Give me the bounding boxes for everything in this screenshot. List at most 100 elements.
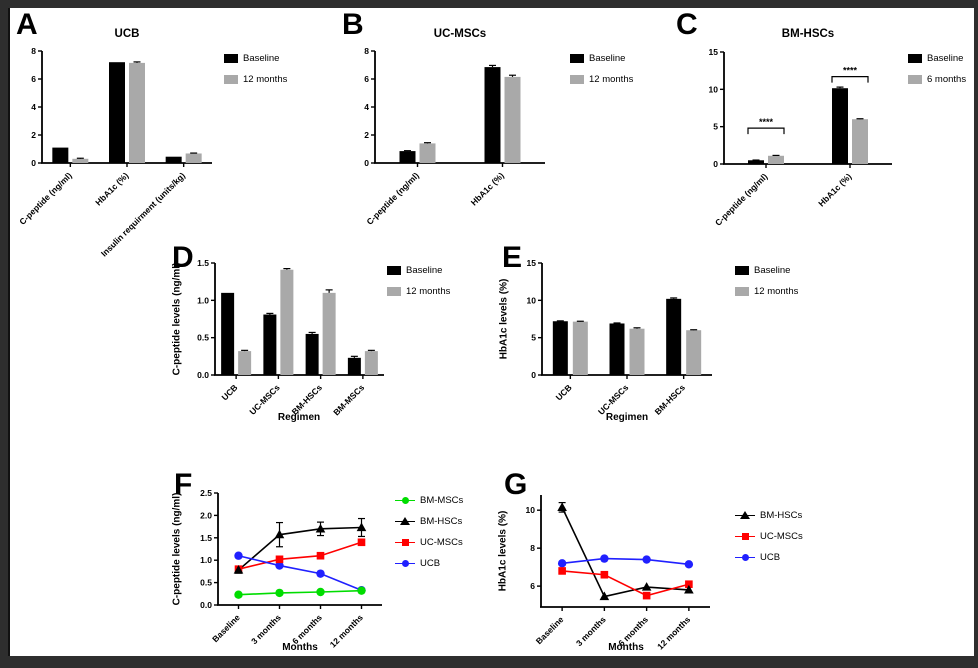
svg-text:2: 2 — [364, 130, 369, 140]
chart-title-bm-hscs: BM-HSCs — [781, 28, 835, 40]
svg-text:6: 6 — [530, 581, 535, 591]
legend-label: 12 months — [243, 73, 288, 85]
legend-f: BM-MSCs BM-HSCs UC-MSCs — [395, 495, 463, 579]
legend-item-6-months: 6 months — [908, 74, 966, 85]
legend-marker-circle — [735, 552, 755, 563]
legend-label: BM-HSCs — [420, 515, 463, 527]
svg-text:6 months: 6 months — [616, 614, 650, 648]
chart-title-uc-mscs: UC-MSCs — [433, 28, 487, 40]
svg-text:0: 0 — [31, 158, 36, 168]
legend-label: UC-MSCs — [760, 530, 803, 542]
legend-marker-circle — [395, 558, 415, 569]
x-axis-label-months: Months — [282, 642, 318, 653]
legend-swatch-baseline — [735, 265, 749, 275]
bar-chart-c-peptide-by-regimen: 0.0 0.5 1.0 1.5 UCB UC-MSCs BM-HSCs BM-MSCs — [197, 258, 384, 417]
panel-letter-a: A — [16, 8, 38, 41]
legend-label: 12 months — [406, 285, 451, 297]
legend-g: BM-HSCs UC-MSCs UCB — [735, 510, 803, 573]
svg-text:Baseline: Baseline — [210, 612, 242, 644]
panel-d: D C-peptide levels (ng/ml) Regimen 0.0 0.… — [164, 240, 494, 462]
svg-text:10: 10 — [527, 295, 537, 305]
x-axis-label-regimen: Regimen — [605, 412, 649, 423]
svg-text:0: 0 — [713, 159, 718, 169]
panel-f: F C-peptide levels (ng/ml) Months 0.0 0.5… — [164, 462, 494, 656]
legend-item-ucb: UCB — [735, 551, 803, 563]
panel-letter-d: D — [172, 241, 194, 274]
bar-chart-hba1c-by-regimen: 0 5 10 15 UCB UC-MSCs BM-HSCs — [527, 258, 712, 417]
legend-item-baseline: Baseline — [570, 52, 633, 64]
svg-text:BM-MSCs: BM-MSCs — [331, 382, 366, 417]
svg-text:4: 4 — [364, 102, 369, 112]
svg-text:Baseline: Baseline — [534, 614, 566, 646]
svg-text:6: 6 — [31, 74, 36, 84]
panel-letter-e: E — [502, 241, 523, 274]
legend-item-baseline: Baseline — [387, 265, 450, 276]
svg-text:0.5: 0.5 — [197, 333, 209, 343]
svg-text:15: 15 — [709, 47, 719, 57]
svg-text:3 months: 3 months — [574, 614, 608, 648]
x-axis-label-regimen: Regimen — [277, 412, 321, 423]
line-chart-hba1c-over-time: 6 8 10 Baseline 3 months 6 months 12 months — [526, 495, 710, 651]
svg-text:0: 0 — [531, 370, 536, 380]
svg-text:UCB: UCB — [554, 382, 574, 402]
legend-swatch-baseline — [224, 53, 238, 63]
legend-swatch-12-months — [387, 286, 401, 296]
panel-e: E HbA1c levels (%) Regimen 0 5 10 15 UCB UC-M… — [494, 240, 842, 462]
bar-chart-bm-hscs: 0 5 10 15 C-peptide (ng/ml) HbA1c (%) **** **** — [709, 47, 892, 228]
legend-item-12-months: 12 months — [735, 285, 799, 297]
panel-letter-f: F — [174, 468, 193, 501]
svg-text:2: 2 — [31, 130, 36, 140]
legend-label: Baseline — [589, 52, 626, 64]
legend-label: 12 months — [754, 285, 799, 297]
legend-d: Baseline 12 months — [387, 265, 450, 307]
legend-item-bm-mscs: BM-MSCs — [395, 494, 464, 506]
legend-a: Baseline 12 months — [224, 53, 287, 95]
svg-text:5: 5 — [531, 333, 536, 343]
legend-swatch-baseline — [387, 265, 401, 275]
legend-label: Baseline — [927, 52, 964, 64]
svg-text:5: 5 — [713, 122, 718, 132]
svg-text:C-peptide (ng/ml): C-peptide (ng/ml) — [17, 170, 74, 227]
legend-swatch-baseline — [908, 53, 922, 63]
legend-item-uc-mscs: UC-MSCs — [395, 536, 463, 548]
svg-text:HbA1c (%): HbA1c (%) — [93, 170, 130, 207]
legend-marker-square — [735, 531, 755, 542]
legend-item-bm-hscs: BM-HSCs — [735, 509, 803, 521]
svg-text:1.5: 1.5 — [200, 533, 212, 543]
svg-text:6: 6 — [364, 74, 369, 84]
svg-text:HbA1c (%): HbA1c (%) — [469, 170, 506, 207]
svg-text:UCB: UCB — [219, 382, 239, 402]
figure-canvas: A UCB 0 2 4 6 8 C-peptide (ng/ml) HbA1c (%) Ins… — [8, 8, 974, 656]
svg-text:10: 10 — [709, 84, 719, 94]
svg-text:C-peptide (ng/ml): C-peptide (ng/ml) — [713, 171, 770, 228]
svg-text:15: 15 — [527, 258, 537, 268]
line-chart-c-peptide-over-time: 0.0 0.5 1.0 1.5 2.0 2.5 Baseline 3 months 6 mont… — [200, 488, 382, 649]
legend-swatch-baseline — [570, 53, 584, 63]
legend-label: BM-MSCs — [420, 494, 464, 506]
svg-text:8: 8 — [530, 543, 535, 553]
legend-label: UC-MSCs — [420, 536, 463, 548]
svg-text:UC-MSCs: UC-MSCs — [247, 382, 282, 417]
legend-swatch-12-months — [735, 286, 749, 296]
legend-label: Baseline — [754, 264, 791, 276]
chart-title-ucb: UCB — [114, 28, 140, 40]
legend-label: BM-HSCs — [760, 509, 803, 521]
legend-marker-square — [395, 537, 415, 548]
svg-text:8: 8 — [31, 46, 36, 56]
panel-a: A UCB 0 2 4 6 8 C-peptide (ng/ml) HbA1c (%) Ins… — [10, 8, 332, 259]
legend-item-uc-mscs: UC-MSCs — [735, 530, 803, 542]
legend-label: UCB — [760, 551, 781, 563]
legend-b: Baseline 12 months — [570, 53, 633, 95]
svg-text:0: 0 — [364, 158, 369, 168]
panel-letter-c: C — [676, 8, 698, 41]
legend-marker-triangle — [735, 510, 755, 521]
legend-item-baseline: Baseline — [735, 264, 798, 276]
panel-b: B UC-MSCs 0 2 4 6 8 C-peptide (ng/ml) HbA1c (%… — [334, 8, 656, 238]
legend-item-12-months: 12 months — [224, 73, 288, 85]
legend-swatch-6-months — [908, 74, 922, 84]
svg-text:****: **** — [759, 117, 774, 127]
panel-letter-b: B — [342, 8, 364, 41]
x-axis-label-months: Months — [608, 642, 644, 653]
svg-text:12 months: 12 months — [655, 614, 692, 651]
